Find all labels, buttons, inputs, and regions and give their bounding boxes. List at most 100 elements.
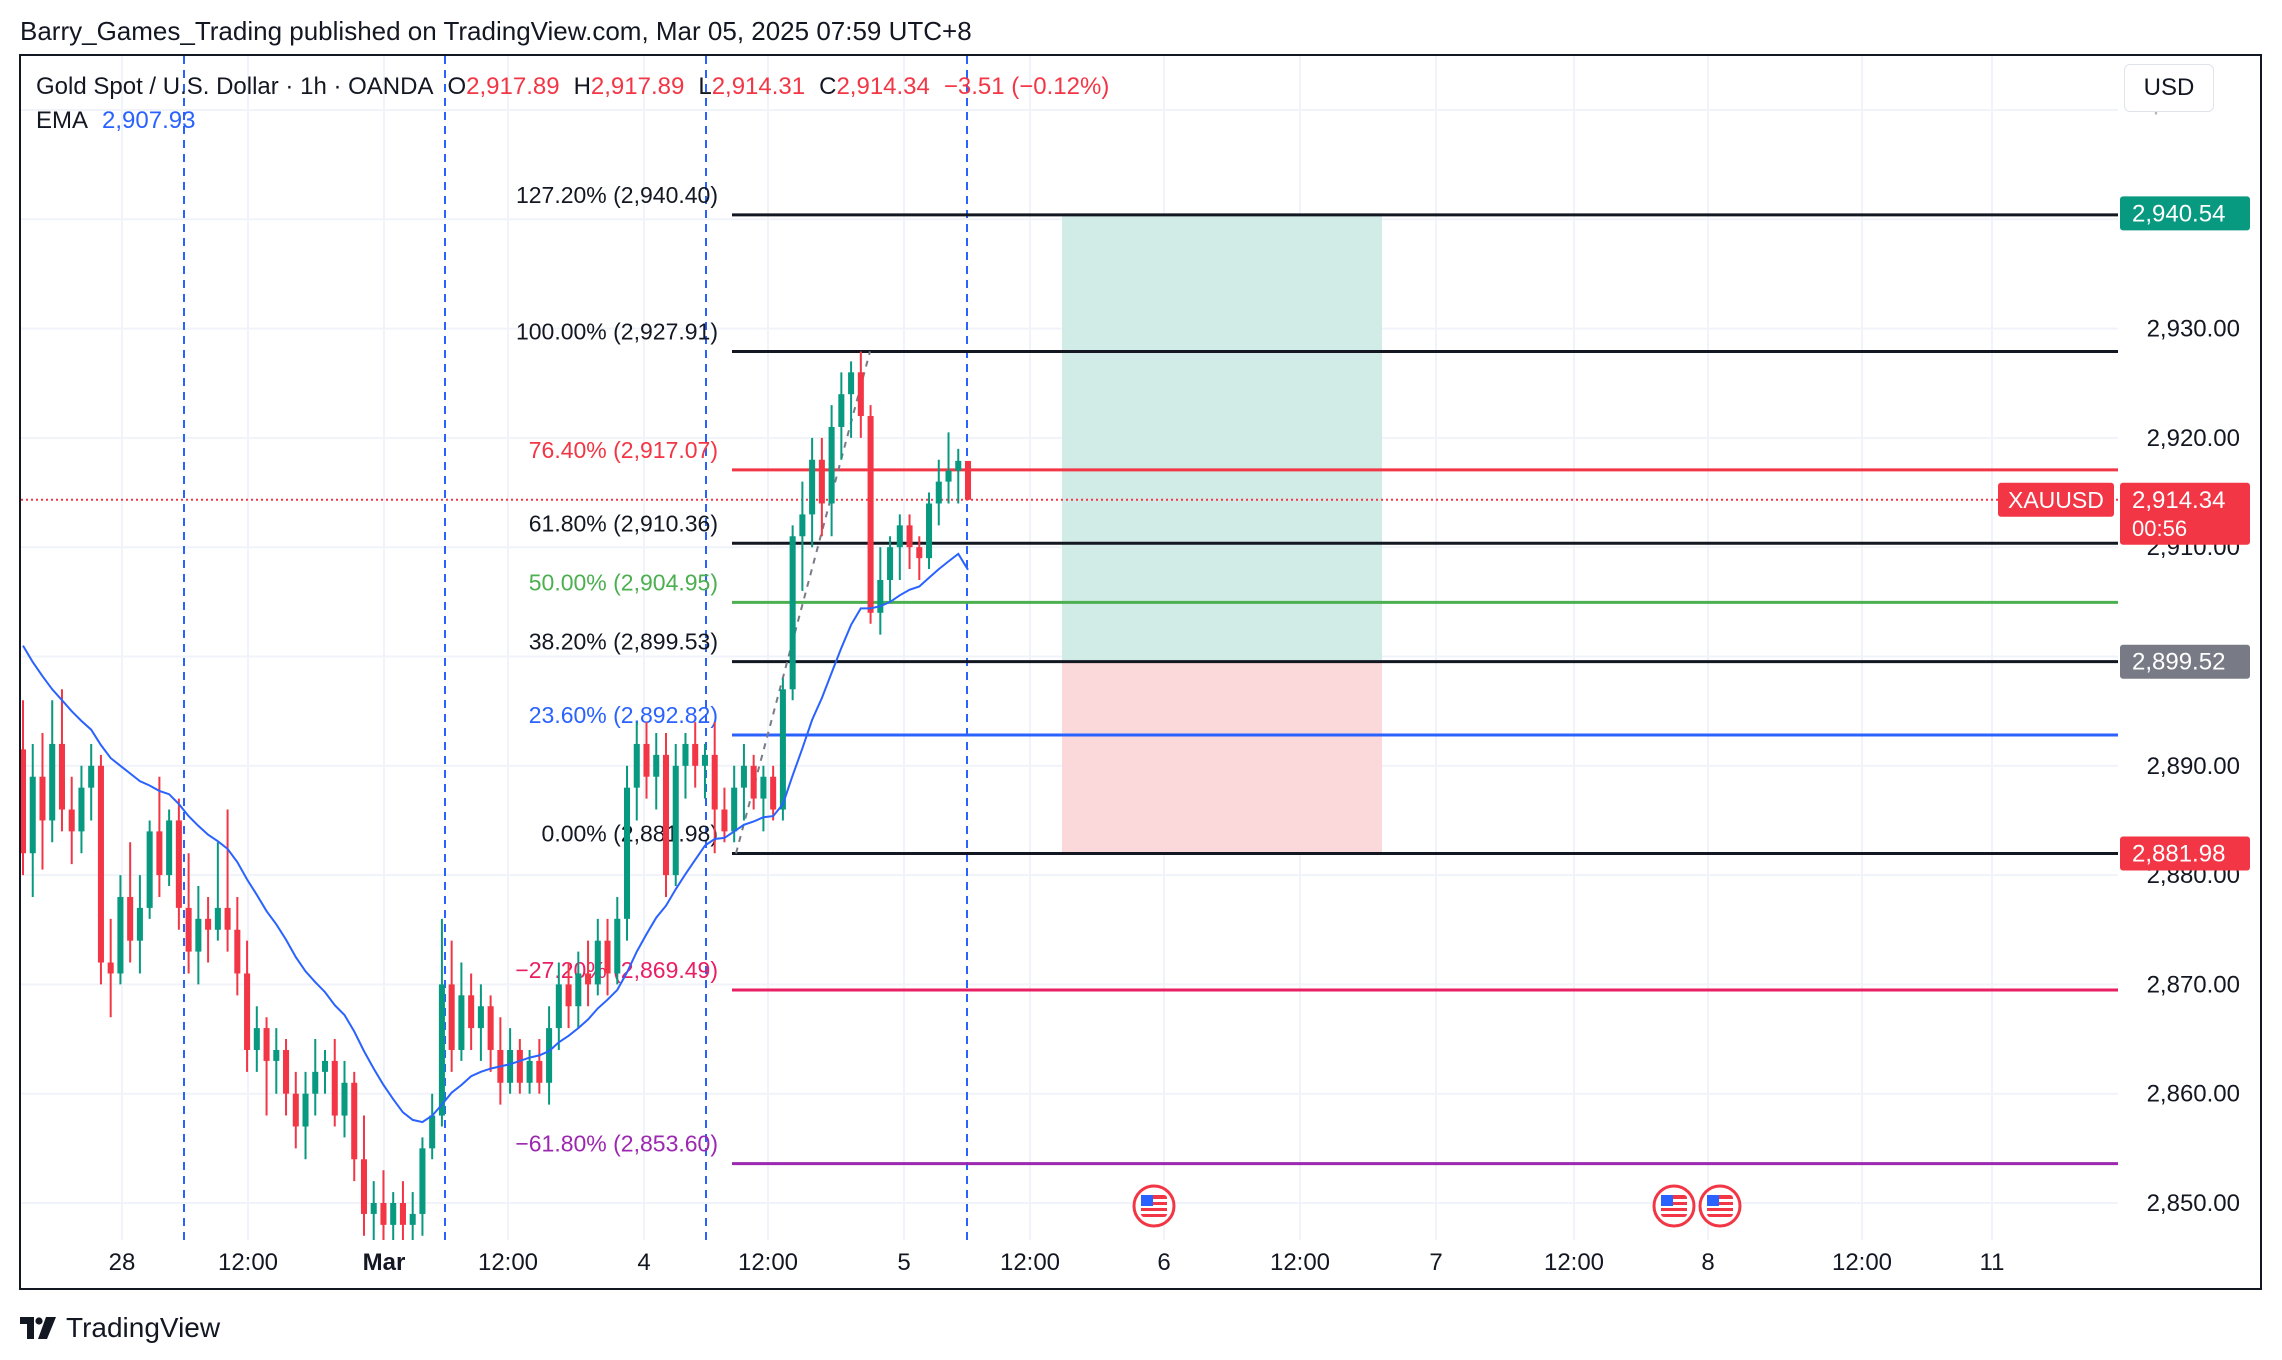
candle-body[interactable] <box>526 1060 533 1083</box>
candle-body[interactable] <box>935 481 942 504</box>
candle-body[interactable] <box>58 743 65 810</box>
candle-body[interactable] <box>195 918 202 952</box>
candle-body[interactable] <box>731 787 738 832</box>
candle-body[interactable] <box>244 973 251 1050</box>
candle-body[interactable] <box>662 754 670 876</box>
us-flag-event-icon[interactable] <box>1652 1184 1696 1228</box>
candle-body[interactable] <box>536 1060 543 1083</box>
candle-body[interactable] <box>302 1093 309 1127</box>
candle-body[interactable] <box>468 995 475 1029</box>
candle-body[interactable] <box>156 831 163 876</box>
candle-body[interactable] <box>136 907 143 941</box>
candle-body[interactable] <box>633 743 640 788</box>
candle-body[interactable] <box>370 1203 377 1214</box>
candle-body[interactable] <box>926 503 933 559</box>
candle-body[interactable] <box>916 547 923 559</box>
candle-body[interactable] <box>672 765 679 876</box>
candle-body[interactable] <box>312 1071 319 1094</box>
candle-body[interactable] <box>507 1049 514 1083</box>
price-chart[interactable]: 127.20% (2,940.40) 100.00% (2,927.91) 76.4… <box>0 0 2282 1296</box>
candle-body[interactable] <box>585 973 592 985</box>
candle-body[interactable] <box>682 743 689 766</box>
candle-body[interactable] <box>283 1049 290 1094</box>
candle-body[interactable] <box>692 743 699 766</box>
candle-body[interactable] <box>945 470 952 482</box>
candle-body[interactable] <box>964 460 972 500</box>
candle-body[interactable] <box>360 1159 367 1214</box>
candle-body[interactable] <box>380 1203 387 1225</box>
candle-body[interactable] <box>351 1082 358 1160</box>
candle-body[interactable] <box>321 1060 329 1072</box>
ema-line[interactable] <box>22 552 969 1124</box>
candle-body[interactable] <box>653 754 660 777</box>
candle-body[interactable] <box>419 1148 426 1214</box>
candle-body[interactable] <box>29 776 36 854</box>
tradingview-logo[interactable]: TradingView <box>20 1312 220 1344</box>
candle-body[interactable] <box>185 907 192 952</box>
candle-body[interactable] <box>429 1115 436 1149</box>
candle-body[interactable] <box>516 1049 523 1083</box>
candle-body[interactable] <box>458 995 465 1050</box>
candle-body[interactable] <box>477 1006 484 1029</box>
candle-body[interactable] <box>799 514 806 537</box>
candle-body[interactable] <box>565 984 572 1007</box>
candle-body[interactable] <box>127 896 134 941</box>
candle-body[interactable] <box>809 459 816 515</box>
candle-body[interactable] <box>711 754 718 810</box>
candle-body[interactable] <box>877 579 884 613</box>
candle-body[interactable] <box>760 776 767 799</box>
ema-label[interactable]: EMA <box>36 107 89 134</box>
candle-body[interactable] <box>39 776 46 821</box>
us-flag-event-icon[interactable] <box>1698 1184 1742 1228</box>
candle-body[interactable] <box>49 743 56 821</box>
candle-body[interactable] <box>253 1028 260 1050</box>
candle-body[interactable] <box>857 372 864 417</box>
profit-zone[interactable] <box>1062 213 1382 662</box>
candle-body[interactable] <box>78 787 85 832</box>
candle-body[interactable] <box>166 820 173 876</box>
candle-body[interactable] <box>175 820 182 908</box>
candle-body[interactable] <box>146 831 153 908</box>
currency-button[interactable]: USD <box>2124 64 2214 112</box>
candle-body[interactable] <box>867 416 874 613</box>
candle-body[interactable] <box>448 984 455 1050</box>
candle-body[interactable] <box>263 1028 270 1061</box>
candle-body[interactable] <box>721 809 728 832</box>
candle-body[interactable] <box>750 765 757 799</box>
candle-body[interactable] <box>20 749 27 854</box>
candle-body[interactable] <box>487 1006 494 1050</box>
candle-body[interactable] <box>555 984 562 1029</box>
candle-body[interactable] <box>604 940 611 974</box>
candle-body[interactable] <box>955 460 962 471</box>
candle-body[interactable] <box>390 1203 397 1225</box>
candle-body[interactable] <box>409 1213 416 1225</box>
candle-body[interactable] <box>68 809 75 832</box>
candle-body[interactable] <box>234 929 241 974</box>
candle-body[interactable] <box>205 918 212 930</box>
candle-body[interactable] <box>88 765 95 788</box>
candle-body[interactable] <box>438 984 445 1116</box>
fib-trend-line[interactable] <box>735 351 871 854</box>
candle-body[interactable] <box>117 896 124 974</box>
candle-body[interactable] <box>214 907 221 930</box>
candle-body[interactable] <box>779 689 786 810</box>
us-flag-event-icon[interactable] <box>1132 1184 1176 1228</box>
candle-body[interactable] <box>643 743 650 777</box>
candle-body[interactable] <box>848 372 855 395</box>
candle-body[interactable] <box>818 459 825 504</box>
candle-body[interactable] <box>770 776 777 810</box>
candle-body[interactable] <box>838 394 845 427</box>
candle-body[interactable] <box>896 525 903 548</box>
candle-body[interactable] <box>594 940 601 985</box>
candle-body[interactable] <box>546 1028 553 1083</box>
candle-body[interactable] <box>828 426 835 504</box>
stop-loss-zone[interactable] <box>1062 661 1382 854</box>
candle-body[interactable] <box>399 1203 406 1225</box>
candle-body[interactable] <box>575 973 582 1007</box>
candle-body[interactable] <box>624 787 631 919</box>
candle-body[interactable] <box>701 754 708 766</box>
candle-body[interactable] <box>341 1082 348 1116</box>
candle-body[interactable] <box>273 1049 280 1061</box>
candle-body[interactable] <box>107 962 114 974</box>
candle-body[interactable] <box>887 547 894 580</box>
